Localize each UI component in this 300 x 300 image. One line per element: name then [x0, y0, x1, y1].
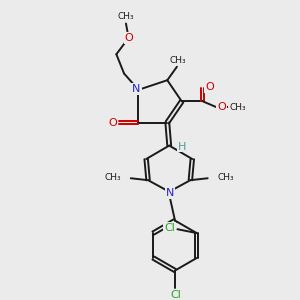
Text: O: O	[217, 102, 226, 112]
Text: CH₃: CH₃	[104, 173, 121, 182]
Text: CH₃: CH₃	[217, 173, 234, 182]
Text: CH₃: CH₃	[169, 56, 186, 64]
Text: O: O	[124, 33, 133, 43]
Text: N: N	[132, 84, 141, 94]
Text: CH₃: CH₃	[118, 12, 134, 21]
Text: Cl: Cl	[164, 223, 175, 233]
Text: N: N	[166, 188, 174, 198]
Text: O: O	[205, 82, 214, 92]
Text: O: O	[108, 118, 117, 128]
Text: CH₃: CH₃	[229, 103, 246, 112]
Text: Cl: Cl	[170, 290, 182, 300]
Text: H: H	[178, 142, 186, 152]
